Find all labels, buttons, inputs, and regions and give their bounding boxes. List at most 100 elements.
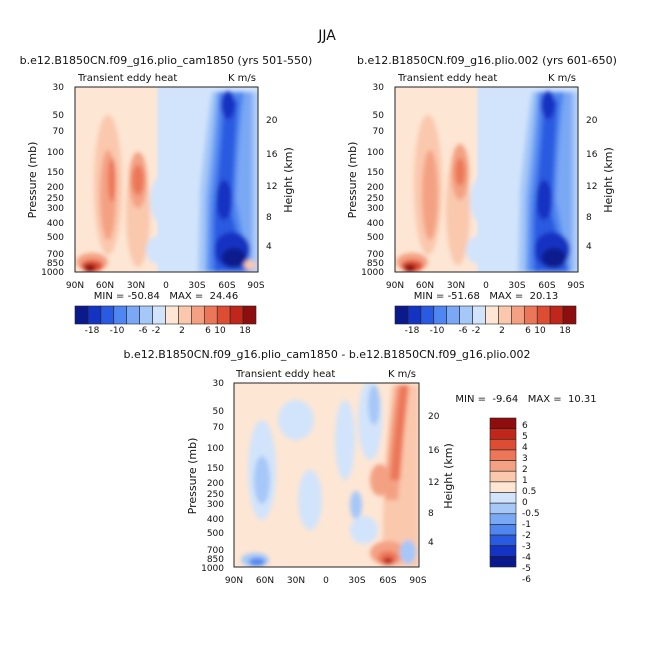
panel-c-ytick: 200 xyxy=(207,479,224,489)
panel-b-colorbar-label: 10 xyxy=(534,326,546,336)
panel-a-x-ticks: 90N 60N 30N 0 30S 60S 90S xyxy=(66,281,265,291)
panel-b-colorbar-label: -18 xyxy=(405,326,420,336)
panel-b-xtick: 90S xyxy=(567,281,584,291)
panel-c-colorbar-label: -0.5 xyxy=(522,509,540,519)
panel-a-ytick: 1000 xyxy=(41,268,64,278)
panel-a-ytick: 30 xyxy=(53,83,65,93)
panel-c-ytick: 30 xyxy=(213,379,225,389)
panel-c-colorbar-label: 5 xyxy=(522,432,528,442)
panel-a-colorbar-label: -2 xyxy=(152,326,161,336)
panel-b-colorbar-label: 2 xyxy=(499,326,505,336)
panel-c-height-tick: 12 xyxy=(428,478,439,488)
panel-c-colorbar-label: 4 xyxy=(522,443,528,453)
panel-a-ylabel: Pressure (mb) xyxy=(26,142,39,219)
panel-b-frame xyxy=(394,86,579,273)
panel-a-colorbar-label: 2 xyxy=(179,326,185,336)
colorbar-swatch xyxy=(407,305,422,325)
panel-b-ytick: 400 xyxy=(367,219,384,229)
panel-b-ytick: 150 xyxy=(367,168,384,178)
colorbar-swatch xyxy=(523,305,538,325)
colorbar-swatch xyxy=(489,460,517,472)
panel-c-ytick: 300 xyxy=(207,500,224,510)
panel-c-x-ticks: 90N 60N 30N 0 30S 60S 90S xyxy=(225,576,427,586)
colorbar-swatch xyxy=(126,305,140,325)
colorbar-swatch xyxy=(489,492,517,504)
panel-c-colorbar-label: -1 xyxy=(522,520,531,530)
panel-a-colorbar-labels: -18 -10 -6 -2 2 6 10 18 xyxy=(85,326,251,336)
colorbar-swatch xyxy=(511,305,525,325)
panel-b-ylabel: Pressure (mb) xyxy=(346,142,359,219)
panel-a-height-tick: 4 xyxy=(266,242,272,252)
panel-c-xtick: 60N xyxy=(256,576,274,586)
panel-c-colorbar-label: 0.5 xyxy=(522,487,536,497)
panel-b-ytick: 250 xyxy=(367,194,384,204)
panel-b-height-tick: 20 xyxy=(586,116,598,126)
colorbar-swatch xyxy=(113,305,128,325)
panel-b-y-ticks: 30 50 70 100 150 200 250 300 400 500 700… xyxy=(361,83,384,278)
panel-c-xtick: 90N xyxy=(225,576,243,586)
colorbar-swatch xyxy=(489,438,517,451)
panel-c-xtick: 60S xyxy=(379,576,396,586)
panel-c-ytick: 700 xyxy=(207,546,224,556)
panel-a-colorbar-label: 6 xyxy=(205,326,211,336)
panel-b: b.e12.B1850CN.f09_g16.plio.002 (yrs 601-… xyxy=(346,54,617,336)
panel-b-ylabel-right: Height (km) xyxy=(602,147,615,213)
panel-b-variable-label: Transient eddy heat xyxy=(397,73,497,84)
panel-c-height-tick: 16 xyxy=(428,446,440,456)
panel-b-ytick: 70 xyxy=(373,127,385,137)
panel-b-colorbar-label: -2 xyxy=(472,326,481,336)
panel-c-variable-label: Transient eddy heat xyxy=(235,369,335,380)
colorbar-swatch xyxy=(229,305,244,325)
panel-c-colorbar-label: 0 xyxy=(522,498,528,508)
panel-a-ytick: 100 xyxy=(47,148,64,158)
panel-b-xtick: 60S xyxy=(538,281,555,291)
panel-a-ytick: 70 xyxy=(53,127,65,137)
panel-a-ylabel-right: Height (km) xyxy=(282,147,295,213)
colorbar-swatch xyxy=(139,305,153,325)
panel-b-height-tick: 4 xyxy=(586,242,592,252)
colorbar-swatch xyxy=(489,513,517,525)
panel-a-colorbar-label: -10 xyxy=(110,326,125,336)
panel-b-ytick: 850 xyxy=(367,259,384,269)
colorbar-swatch xyxy=(459,305,473,325)
panel-b-height-ticks: 20 16 12 8 4 xyxy=(586,116,598,252)
colorbar-swatch xyxy=(489,534,517,547)
panel-c-colorbar-label: -6 xyxy=(522,575,531,585)
colorbar-swatch xyxy=(472,305,486,325)
colorbar-swatch xyxy=(203,305,218,325)
panel-b-colorbar-label: 6 xyxy=(525,326,531,336)
panel-b-ytick: 700 xyxy=(367,250,384,260)
colorbar-swatch xyxy=(489,556,517,568)
panel-c-field xyxy=(234,383,419,567)
panel-c-title: b.e12.B1850CN.f09_g16.plio_cam1850 - b.e… xyxy=(124,348,531,361)
panel-c-ytick: 70 xyxy=(213,423,225,433)
panel-c-y-ticks: 30 50 70 100 150 200 250 300 400 500 700… xyxy=(201,379,224,574)
panel-c-ytick: 50 xyxy=(213,407,225,417)
colorbar-swatch xyxy=(489,428,517,440)
panel-a-field xyxy=(75,87,258,272)
panel-c-height-ticks: 20 16 12 8 4 xyxy=(428,412,440,548)
colorbar-swatch xyxy=(74,305,89,325)
panel-c-height-tick: 4 xyxy=(428,538,434,548)
panel-c-colorbar xyxy=(489,417,517,568)
panel-b-title: b.e12.B1850CN.f09_g16.plio.002 (yrs 601-… xyxy=(357,54,617,67)
colorbar-swatch xyxy=(100,305,115,325)
panel-a-height-ticks: 20 16 12 8 4 xyxy=(266,116,278,252)
panel-c: b.e12.B1850CN.f09_g16.plio_cam1850 - b.e… xyxy=(124,348,597,586)
panel-c-xtick: 90S xyxy=(409,576,426,586)
colorbar-swatch xyxy=(433,305,448,325)
colorbar-swatch xyxy=(489,470,517,483)
panel-c-ytick: 250 xyxy=(207,490,224,500)
colorbar-swatch xyxy=(420,305,435,325)
panel-c-xtick: 30S xyxy=(348,576,365,586)
panel-c-colorbar-label: 1 xyxy=(522,476,528,486)
panel-c-ytick: 500 xyxy=(207,529,224,539)
panel-a-ytick: 400 xyxy=(47,219,64,229)
panel-b-xtick: 90N xyxy=(386,281,404,291)
panel-a-ytick: 150 xyxy=(47,168,64,178)
panel-a-ytick: 300 xyxy=(47,204,64,214)
panel-c-colorbar-label: 6 xyxy=(522,421,528,431)
panel-a-xtick: 60S xyxy=(218,281,235,291)
panel-b-ytick: 200 xyxy=(367,183,384,193)
panel-b-colorbar-labels: -18 -10 -6 -2 2 6 10 18 xyxy=(405,326,571,336)
